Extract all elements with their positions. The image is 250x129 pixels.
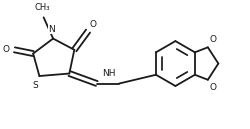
Text: N: N (48, 25, 54, 34)
Text: NH: NH (102, 69, 116, 78)
Text: S: S (32, 80, 38, 90)
Text: O: O (208, 83, 215, 92)
Text: O: O (3, 45, 10, 54)
Text: O: O (89, 20, 96, 29)
Text: O: O (208, 35, 215, 44)
Text: CH₃: CH₃ (34, 3, 50, 12)
